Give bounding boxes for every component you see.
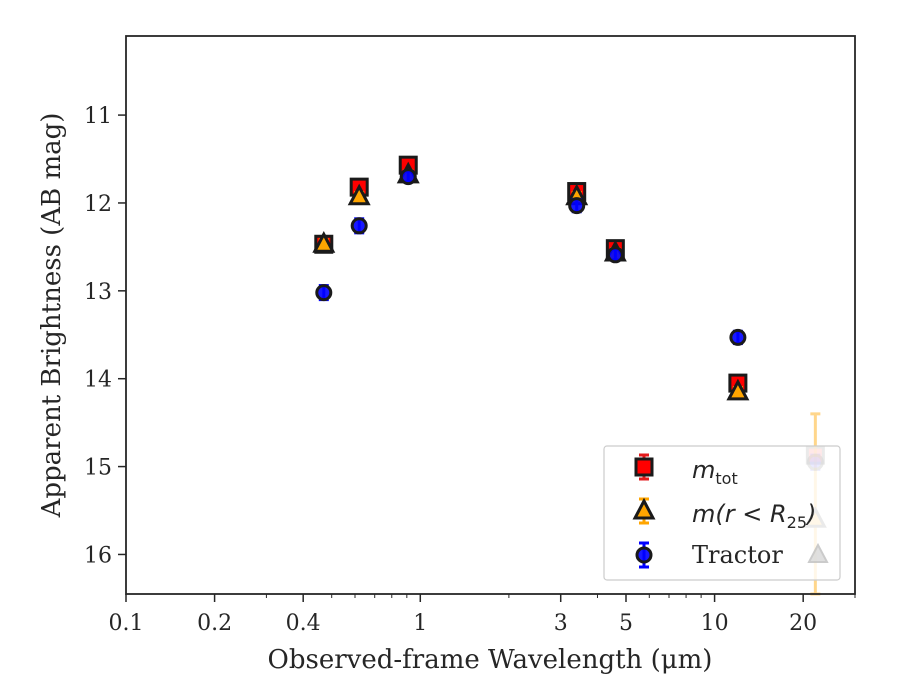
x-tick-label: 0.4 — [286, 611, 321, 636]
x-tick-label: 0.2 — [197, 611, 232, 636]
x-tick-label: 20 — [789, 611, 817, 636]
marker-tractor — [350, 217, 368, 235]
x-tick-label: 0.1 — [109, 611, 144, 636]
x-tick-label: 3 — [554, 611, 568, 636]
y-tick-label: 13 — [84, 280, 112, 305]
legend-marker-tractor — [635, 546, 653, 564]
y-tick-label: 15 — [84, 456, 112, 481]
x-tick-label: 10 — [701, 611, 729, 636]
x-tick-label: 1 — [413, 611, 427, 636]
marker-mr25 — [347, 183, 371, 206]
plot-frame — [125, 35, 856, 595]
faded-marker-mr25 — [807, 542, 829, 563]
x-tick-label: 5 — [619, 611, 633, 636]
y-tick-label: 16 — [84, 543, 112, 568]
point-mr25 — [312, 231, 336, 253]
point-tractor — [568, 197, 586, 215]
legend: mtot m(r < R25) Tractor — [603, 445, 841, 581]
legend-marker-mr25 — [632, 497, 656, 520]
point-tractor — [399, 168, 417, 186]
legend-label-tractor: Tractor — [692, 541, 783, 569]
marker-tractor — [606, 246, 624, 264]
x-axis-label: Observed-frame Wavelength (μm) — [268, 645, 713, 675]
point-mr25 — [347, 183, 371, 206]
marker-mr25 — [312, 231, 336, 253]
y-tick-label: 11 — [84, 104, 112, 129]
legend-label-mtot: mtot — [692, 456, 738, 488]
legend-label-m-r25: m(r < R25) — [692, 500, 816, 532]
y-axis-label: Apparent Brightness (AB mag) — [37, 113, 67, 519]
legend-box — [603, 445, 841, 581]
marker-tractor — [315, 284, 333, 302]
point-mr25 — [726, 378, 750, 401]
marker-tractor — [399, 168, 417, 186]
y-tick-label: 12 — [84, 192, 112, 217]
marker-mr25 — [726, 378, 750, 401]
marker-tractor — [729, 328, 747, 346]
legend-marker-mtot — [634, 457, 654, 477]
marker-tractor — [568, 197, 586, 215]
y-tick-label: 14 — [84, 368, 112, 393]
point-tractor — [729, 328, 747, 346]
legend-markers — [632, 453, 829, 569]
point-tractor — [606, 246, 624, 264]
point-tractor — [350, 217, 368, 235]
point-tractor — [315, 284, 333, 302]
